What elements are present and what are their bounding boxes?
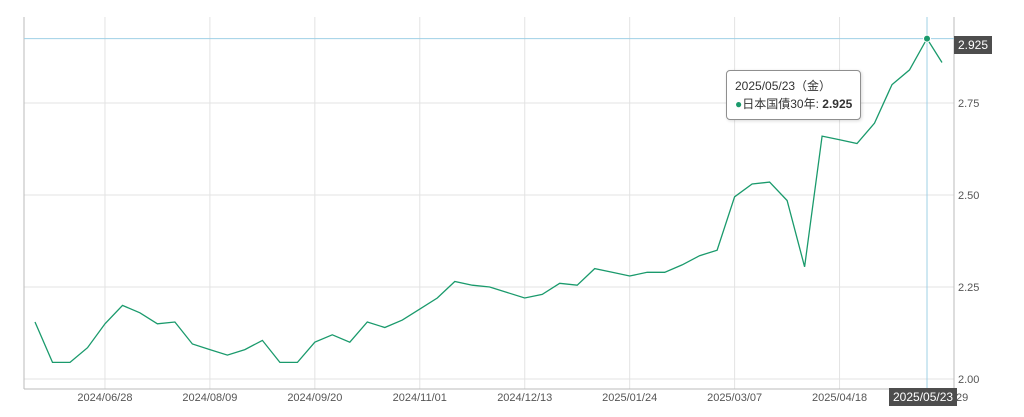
y-tick-labels: 2.00 2.25 2.50 2.75	[958, 98, 979, 386]
crosshair-x-label: 2025/05/23	[889, 388, 958, 406]
markers	[923, 34, 932, 43]
x-tick-labels: 2024/06/28 2024/08/09 2024/09/20 2024/11/01…	[77, 392, 968, 404]
y-tick-label: 2.00	[958, 374, 979, 386]
tooltip-series-label: 日本国債30年:	[742, 97, 823, 111]
y-tick-label: 2.25	[958, 282, 979, 294]
x-tick-label: 2025/04/18	[812, 392, 867, 404]
y-tick-label: 2.50	[958, 190, 979, 202]
tooltip: 2025/05/23（金） ●日本国債30年: 2.925	[726, 70, 862, 120]
x-tick-label: 2025/03/07	[707, 392, 762, 404]
crosshair	[24, 17, 954, 389]
tooltip-value: 2.925	[822, 97, 853, 111]
tooltip-row: ●日本国債30年: 2.925	[735, 95, 852, 113]
series-line	[34, 37, 943, 364]
series-group	[34, 37, 943, 364]
x-tick-label: 2024/11/01	[393, 392, 447, 404]
x-tick-label: 2024/09/20	[287, 392, 342, 404]
series-dot-icon: ●	[735, 97, 743, 111]
x-tick-label: 2025/01/24	[602, 392, 657, 404]
y-tick-label: 2.75	[958, 98, 979, 110]
x-tick-label: 2024/08/09	[182, 392, 237, 404]
chart-axes	[23, 17, 955, 390]
tooltip-date: 2025/05/23（金）	[735, 79, 832, 93]
x-tick-label: 2024/12/13	[497, 392, 552, 404]
x-tick-label: 2024/06/28	[77, 392, 132, 404]
crosshair-y-label: 2.925	[954, 36, 993, 54]
highlight-point	[923, 34, 932, 43]
x-tick-label-clipped: 29	[956, 392, 968, 404]
